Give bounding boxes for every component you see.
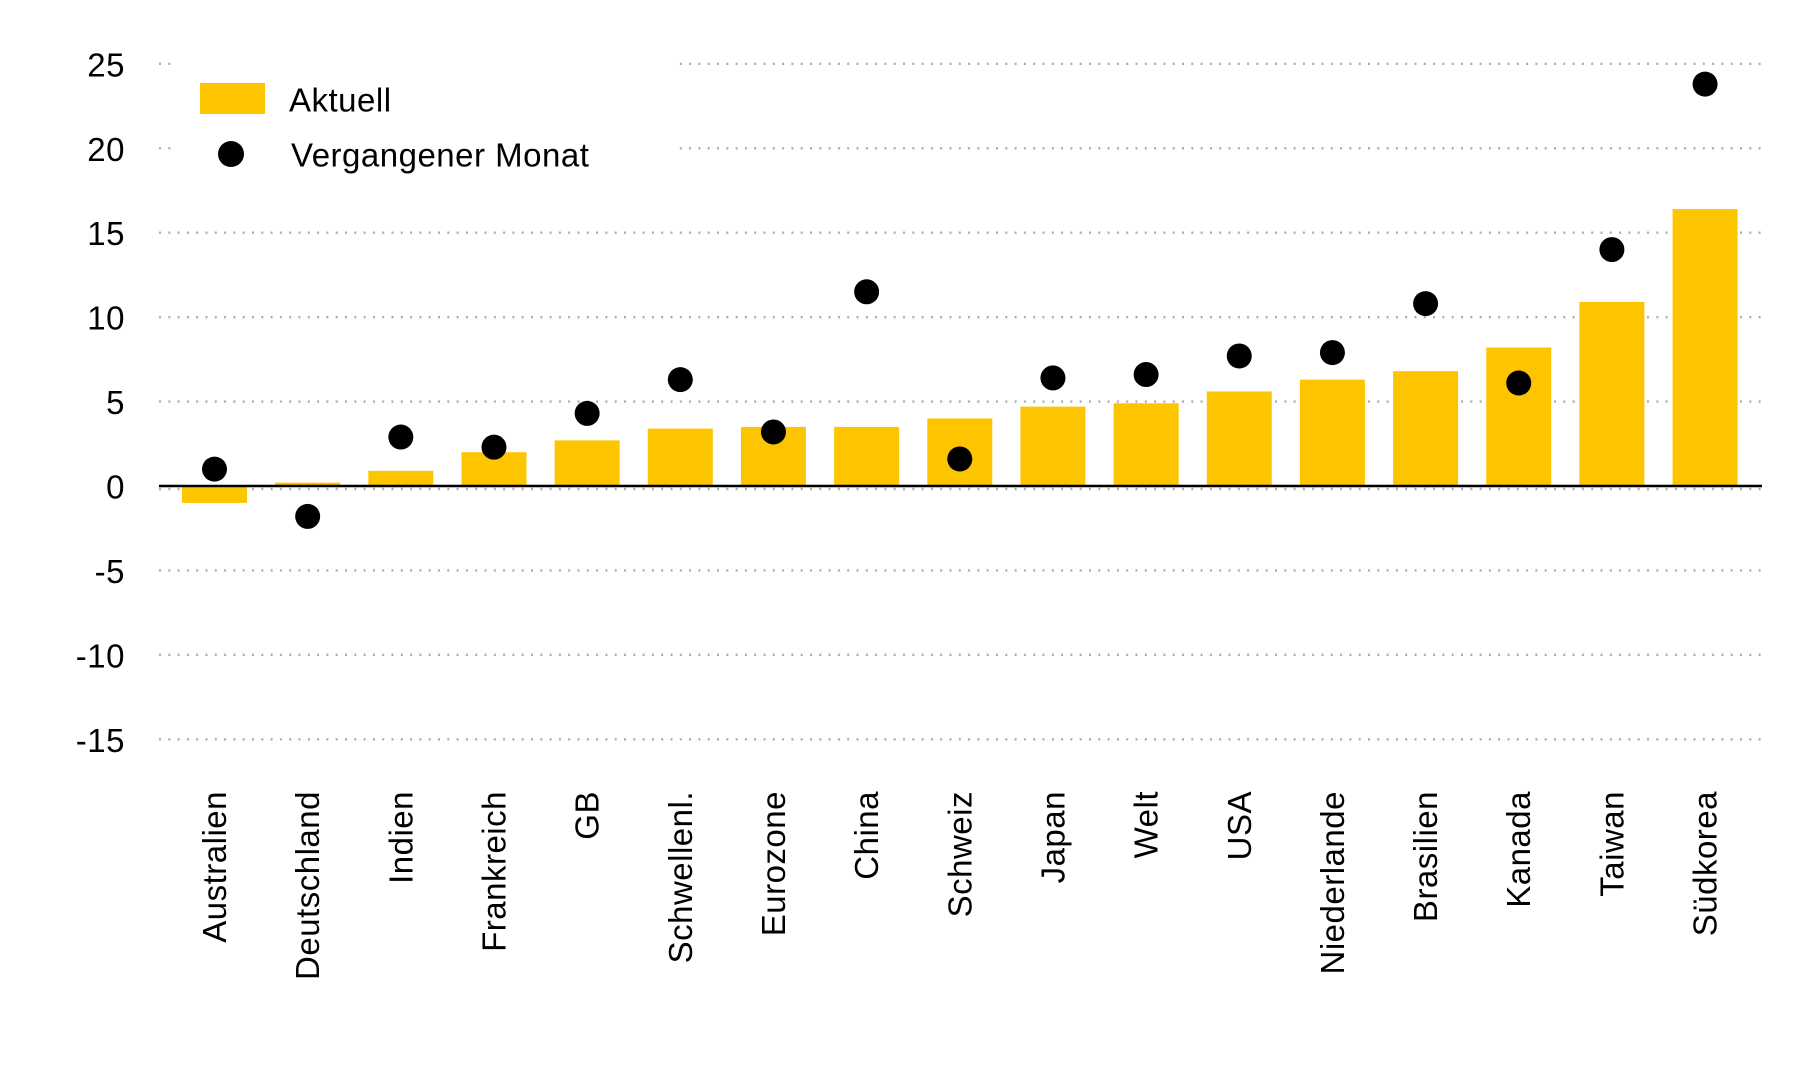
dot-usa: [1226, 343, 1252, 369]
xtick-label-welt: Welt: [1128, 791, 1165, 858]
xtick-label-kanada: Kanada: [1500, 791, 1537, 908]
xtick-label-brasilien: Brasilien: [1407, 791, 1444, 922]
legend-label-vergangener-monat: Vergangener Monat: [291, 137, 589, 174]
xtick-label-deutschland: Deutschland: [289, 791, 326, 980]
bar-niederlande: [1299, 379, 1365, 486]
dot-kanada: [1506, 370, 1532, 396]
bar-australien: [182, 486, 247, 503]
xtick-label-indien: Indien: [382, 791, 419, 884]
bar-japan: [1020, 406, 1086, 486]
legend-marker-vergangener-monat: [218, 141, 244, 167]
bar-s-dkorea: [1672, 209, 1738, 487]
ytick-label--10: -10: [76, 637, 125, 674]
xtick-label-taiwan: Taiwan: [1593, 791, 1630, 897]
ytick-label-5: 5: [106, 384, 125, 421]
bar-welt: [1113, 403, 1179, 486]
ytick-label-0: 0: [106, 469, 125, 506]
legend-label-aktuell: Aktuell: [289, 82, 392, 119]
ytick-label--5: -5: [95, 553, 125, 590]
xtick-label-gb: GB: [569, 791, 606, 840]
xtick-label-japan: Japan: [1034, 791, 1071, 883]
bar-taiwan: [1579, 301, 1645, 486]
bar-deutschland: [275, 482, 341, 486]
dot-welt: [1133, 362, 1159, 388]
ytick-label-10: 10: [87, 300, 125, 337]
dot-niederlande: [1319, 340, 1345, 366]
xtick-label-schwellenl: Schwellenl.: [662, 791, 699, 963]
bar-indien: [368, 470, 434, 486]
ytick-label-20: 20: [87, 131, 125, 168]
xtick-label-eurozone: Eurozone: [755, 791, 792, 936]
dot-eurozone: [760, 419, 786, 445]
dot-schweiz: [947, 446, 973, 472]
dot-deutschland: [295, 503, 321, 529]
dot-schwellenl: [667, 367, 693, 393]
dot-china: [854, 279, 880, 305]
dot-japan: [1040, 365, 1066, 391]
bar-gb: [554, 440, 620, 486]
xtick-label-usa: USA: [1221, 791, 1258, 860]
dot-gb: [574, 400, 600, 426]
xtick-label-china: China: [848, 791, 885, 880]
xtick-label-schweiz: Schweiz: [941, 791, 978, 917]
bar-china: [834, 426, 900, 486]
legend-background: [172, 46, 674, 186]
xtick-label-frankreich: Frankreich: [475, 791, 512, 952]
dot-indien: [388, 424, 414, 450]
bar-brasilien: [1393, 371, 1459, 486]
bar-usa: [1206, 391, 1272, 486]
legend-swatch-aktuell: [200, 83, 265, 114]
ytick-label-15: 15: [87, 215, 125, 252]
bar-kanada: [1486, 347, 1552, 486]
dot-australien: [202, 456, 227, 482]
dot-taiwan: [1599, 237, 1625, 263]
xtick-label-niederlande: Niederlande: [1314, 791, 1351, 974]
xtick-label-s-dkorea: Südkorea: [1687, 791, 1724, 936]
dot-s-dkorea: [1692, 71, 1718, 97]
ytick-label-25: 25: [87, 46, 125, 83]
bar-schwellenl: [647, 428, 713, 486]
ytick-label--15: -15: [76, 722, 125, 759]
dot-frankreich: [481, 434, 507, 460]
dot-brasilien: [1413, 291, 1439, 317]
legend: Aktuell Vergangener Monat: [172, 46, 674, 186]
xtick-label-australien: Australien: [196, 791, 233, 943]
